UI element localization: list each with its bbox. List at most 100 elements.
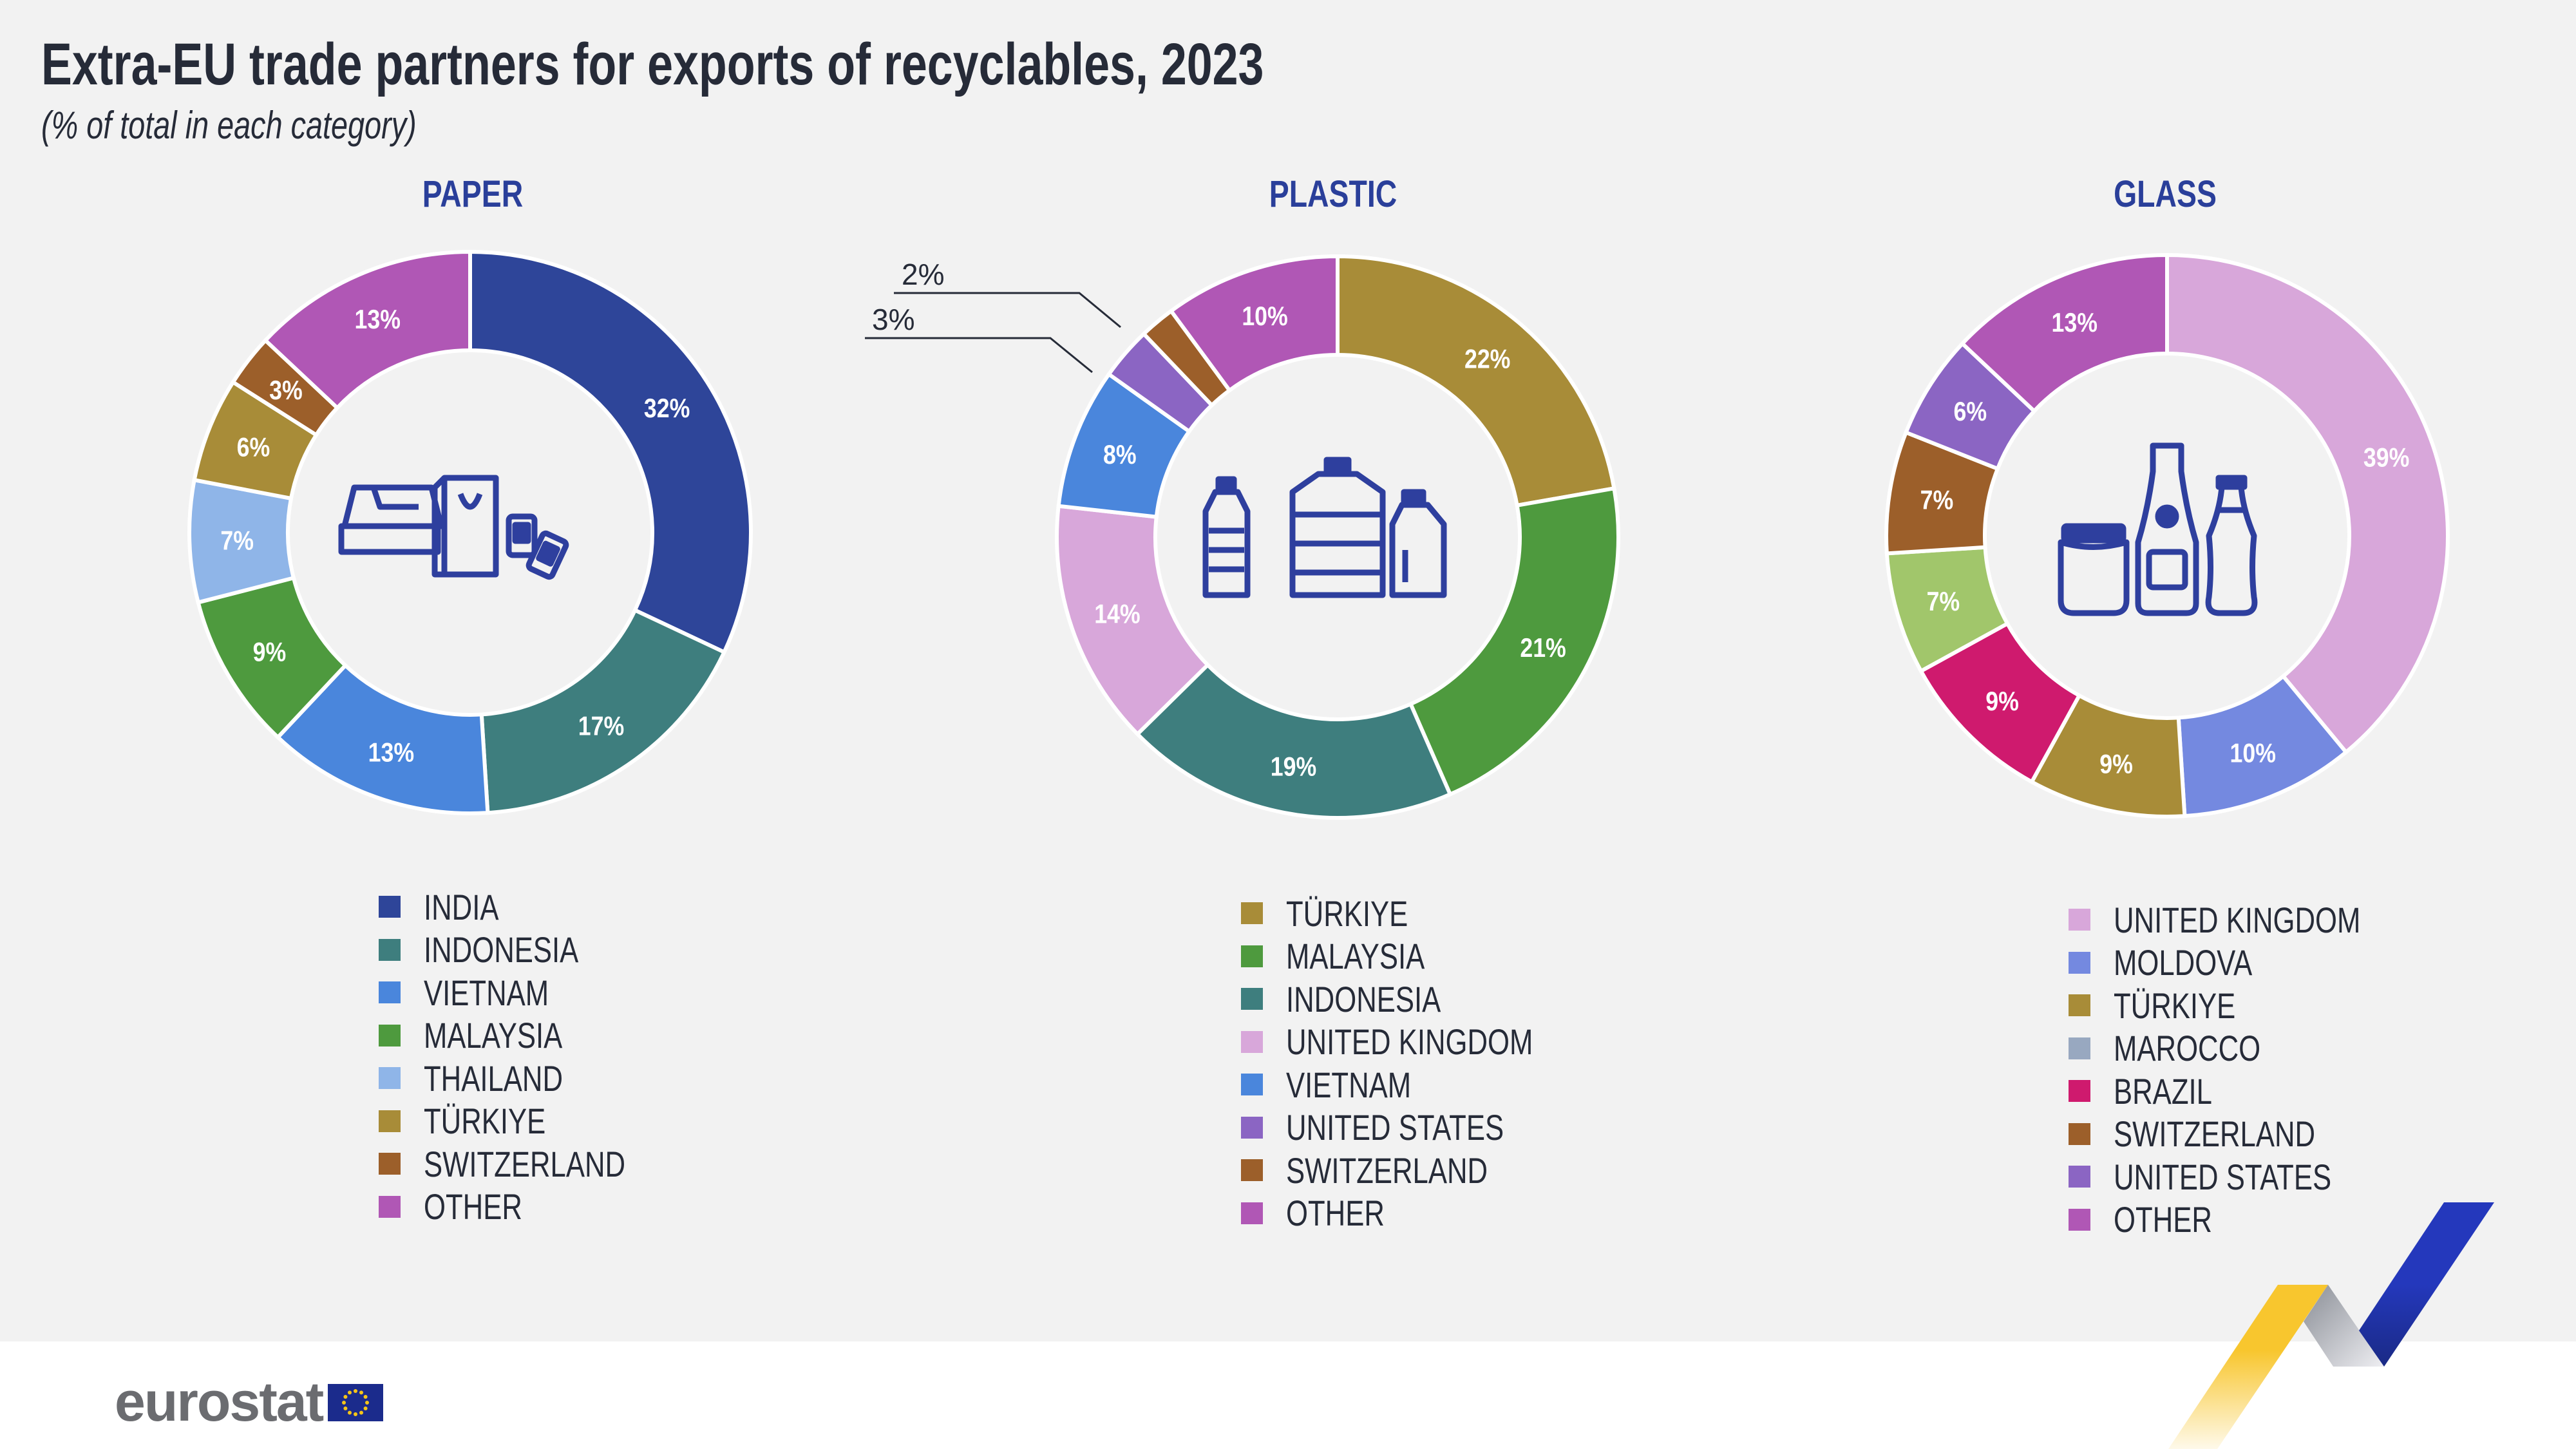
legend-label: SWITZERLAND: [2114, 1113, 2316, 1155]
data-label: 6%: [237, 433, 270, 462]
eu-flag-icon: [328, 1383, 384, 1421]
legend-item: OTHER: [2069, 1198, 2430, 1242]
legend-item: BRAZIL: [2069, 1070, 2430, 1113]
data-label: 13%: [355, 305, 401, 334]
legend-label: MOLDOVA: [2114, 942, 2253, 983]
legend-item: OTHER: [1241, 1192, 1603, 1235]
star-icon: [363, 1394, 368, 1399]
legend-item: UNITED STATES: [1241, 1106, 1603, 1150]
slice-indonesia[interactable]: [1135, 662, 1453, 820]
legend-label: TÜRKIYE: [2114, 985, 2236, 1026]
legend-label: UNITED STATES: [1286, 1107, 1504, 1148]
data-label: 3%: [269, 375, 303, 405]
legend-swatch: [1241, 902, 1263, 925]
plastic-donut-chart: 22% 21% 19% 14% 8% 10%: [1055, 254, 1620, 820]
legend-item: INDIA: [379, 886, 682, 929]
legend-item: UNITED KINGDOM: [1241, 1021, 1603, 1064]
data-label: 14%: [1094, 600, 1140, 629]
paper-legend: INDIA INDONESIA VIETNAM MALAYSIA THAILAND TÜR…: [379, 886, 682, 1228]
legend-item: OTHER: [379, 1186, 682, 1229]
legend-item: VIETNAM: [1241, 1063, 1603, 1106]
legend-item: MAROCCO: [2069, 1027, 2430, 1070]
legend-label: VIETNAM: [1286, 1064, 1412, 1105]
legend-item: MALAYSIA: [1241, 935, 1603, 978]
legend-label: SWITZERLAND: [1286, 1150, 1488, 1191]
legend-swatch: [1241, 988, 1263, 1010]
data-label: 10%: [2230, 739, 2276, 768]
legend-label: UNITED KINGDOM: [2114, 899, 2361, 940]
star-icon: [354, 1412, 358, 1416]
glass-heading: GLASS: [2114, 173, 2217, 215]
legend-swatch: [379, 1195, 401, 1218]
legend-label: OTHER: [1286, 1193, 1385, 1234]
chart-title: Extra-EU trade partners for exports of r…: [41, 32, 1264, 97]
legend-label: SWITZERLAND: [424, 1143, 626, 1184]
legend-label: UNITED KINGDOM: [1286, 1021, 1533, 1063]
legend-item: TÜRKIYE: [1241, 892, 1603, 935]
slice-t-rkiye[interactable]: [1336, 254, 1616, 508]
slice-india[interactable]: [468, 249, 753, 655]
slice-united-kingdom[interactable]: [2165, 252, 2450, 755]
legend-label: OTHER: [424, 1186, 522, 1227]
slice-malaysia[interactable]: [1408, 486, 1620, 797]
data-label: 13%: [368, 738, 414, 768]
chart-subtitle: (% of total in each category): [41, 104, 417, 147]
paper-heading: PAPER: [422, 173, 524, 215]
data-label: 13%: [2052, 308, 2098, 337]
legend-swatch: [379, 1110, 401, 1132]
slice-other[interactable]: [1168, 254, 1340, 393]
paper-packaging-icon: [338, 475, 569, 580]
slice-other[interactable]: [1959, 252, 2169, 414]
legend-swatch: [2069, 1037, 2090, 1059]
legend-label: TÜRKIYE: [424, 1101, 546, 1142]
data-label: 32%: [644, 393, 690, 423]
data-label: 39%: [2363, 443, 2409, 473]
star-icon: [354, 1388, 358, 1393]
legend-item: INDONESIA: [1241, 978, 1603, 1021]
legend-label: INDIA: [424, 886, 499, 927]
data-label: 8%: [1103, 440, 1137, 469]
legend-label: OTHER: [2114, 1199, 2212, 1240]
slice-indonesia[interactable]: [479, 607, 727, 815]
data-label: 7%: [220, 526, 254, 556]
legend-label: VIETNAM: [424, 972, 549, 1013]
legend-item: UNITED KINGDOM: [2069, 898, 2430, 942]
legend-label: INDONESIA: [424, 929, 579, 971]
legend-swatch: [2069, 1208, 2090, 1231]
slice-united-kingdom[interactable]: [1055, 504, 1211, 737]
legend-label: THAILAND: [424, 1057, 564, 1099]
paper-donut-chart: 32% 17% 13% 9% 7% 6% 3% 13%: [187, 249, 753, 815]
legend-swatch: [1241, 1030, 1263, 1053]
eurostat-logo: eurostat: [115, 1370, 384, 1434]
legend-swatch: [2069, 951, 2090, 974]
callout-label-united-states: 3%: [872, 303, 914, 336]
legend-swatch: [2069, 994, 2090, 1017]
legend-swatch: [379, 896, 401, 918]
legend-swatch: [1241, 1074, 1263, 1096]
legend-item: TÜRKIYE: [379, 1100, 682, 1143]
legend-swatch: [1241, 1202, 1263, 1224]
plastic-legend: TÜRKIYE MALAYSIA INDONESIA UNITED KINGDOM VI…: [1241, 892, 1603, 1235]
data-label: 7%: [1927, 587, 1960, 616]
legend-label: MALAYSIA: [424, 1015, 563, 1056]
slice-other[interactable]: [262, 249, 472, 411]
star-icon: [348, 1390, 352, 1394]
data-label: 22%: [1464, 345, 1510, 374]
legend-swatch: [379, 938, 401, 961]
legend-swatch: [2069, 909, 2090, 931]
glass-legend: UNITED KINGDOM MOLDOVA TÜRKIYE MAROCCO BRAZI…: [2069, 898, 2430, 1241]
glass-donut-chart: 39% 10% 9% 9% 7% 7% 6% 13%: [1884, 252, 2450, 819]
legend-item: SWITZERLAND: [379, 1142, 682, 1186]
legend-item: INDONESIA: [379, 929, 682, 972]
legend-item: SWITZERLAND: [2069, 1113, 2430, 1156]
legend-swatch: [379, 1024, 401, 1046]
legend-swatch: [2069, 1166, 2090, 1188]
star-icon: [363, 1406, 368, 1410]
legend-item: SWITZERLAND: [1241, 1149, 1603, 1192]
star-icon: [365, 1400, 370, 1405]
star-icon: [359, 1410, 364, 1415]
data-label: 19%: [1271, 752, 1316, 782]
legend-swatch: [1241, 945, 1263, 967]
star-icon: [359, 1390, 364, 1394]
legend-item: THAILAND: [379, 1057, 682, 1100]
